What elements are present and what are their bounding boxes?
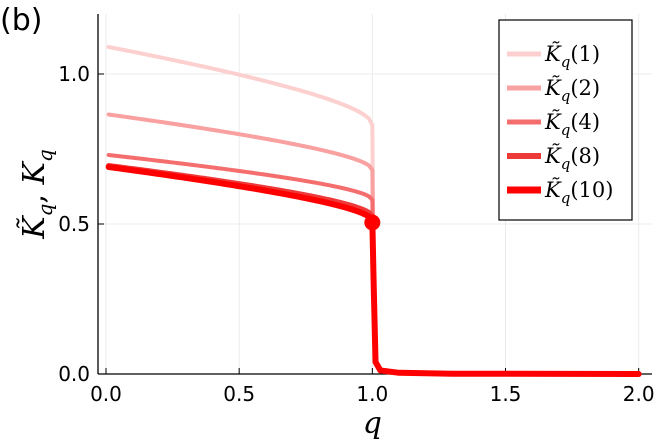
x-axis-label: q — [363, 406, 382, 441]
y-tick-label: 0.5 — [58, 212, 90, 236]
series-line-2 — [106, 112, 641, 376]
y-tick-label: 1.0 — [58, 62, 90, 86]
legend-entry-3: K̃q(4) — [544, 110, 600, 139]
legend-entry-5: K̃q(10) — [544, 178, 613, 207]
legend-entry-4: K̃q(8) — [544, 144, 600, 173]
series-group — [105, 45, 642, 377]
marker-group — [364, 214, 381, 231]
x-tick-label: 0.5 — [223, 382, 255, 406]
series-line-1 — [106, 45, 641, 376]
x-tick-label: 1.0 — [356, 382, 388, 406]
x-tick-label: 1.5 — [490, 382, 522, 406]
y-tick-label: 0.0 — [58, 362, 90, 386]
marker-point — [364, 214, 381, 231]
legend-entry-2: K̃q(2) — [544, 76, 600, 105]
y-axis-label: K̃q, Kq — [17, 149, 57, 240]
series-line-5 — [105, 164, 642, 377]
ticks: 0.0 0.5 1.0 1.5 2.0 0.0 0.5 1.0 — [58, 62, 654, 406]
legend-entry-1: K̃q(1) — [544, 42, 600, 71]
x-tick-label: 2.0 — [623, 382, 655, 406]
series-line-3 — [106, 153, 641, 376]
x-tick-label: 0.0 — [90, 382, 122, 406]
panel-label: (b) — [0, 3, 42, 38]
axis-labels: q K̃q, Kq — [17, 149, 382, 441]
legend: K̃q(1) K̃q(2) K̃q(4) K̃q(8) K̃q(10) — [498, 19, 633, 221]
